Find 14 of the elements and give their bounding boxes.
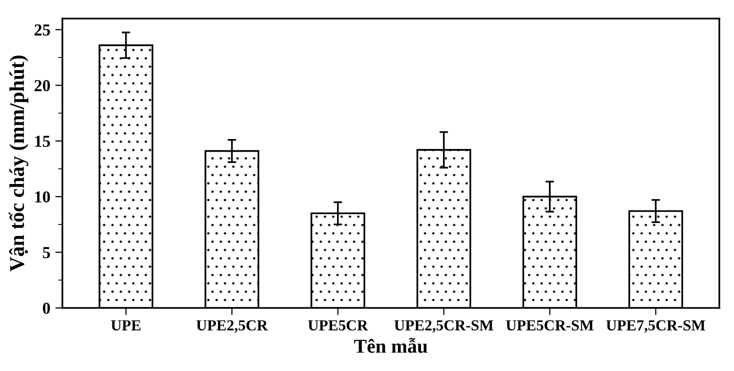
x-axis-title: Tên mẫu (354, 338, 428, 353)
y-tick-label: 0 (42, 302, 50, 314)
x-tick-label: UPE2,5CR-SM (394, 320, 494, 333)
y-tick-label: 15 (35, 136, 50, 147)
y-tick-label: 10 (35, 191, 50, 203)
y-tick-label: 20 (34, 80, 50, 92)
x-tick-label: UPE7,5CR-SM (606, 320, 706, 333)
y-axis-title: Vận tốc cháy (mm/phút) (8, 56, 28, 272)
x-tick-label: UPE (111, 320, 140, 330)
y-tick-label: 5 (42, 247, 50, 258)
x-tick-label: UPE5CR-SM (506, 320, 594, 330)
x-tick-label: UPE2,5CR (196, 320, 268, 333)
y-tick-label: 25 (34, 24, 50, 36)
x-tick-label: UPE5CR (308, 320, 368, 330)
